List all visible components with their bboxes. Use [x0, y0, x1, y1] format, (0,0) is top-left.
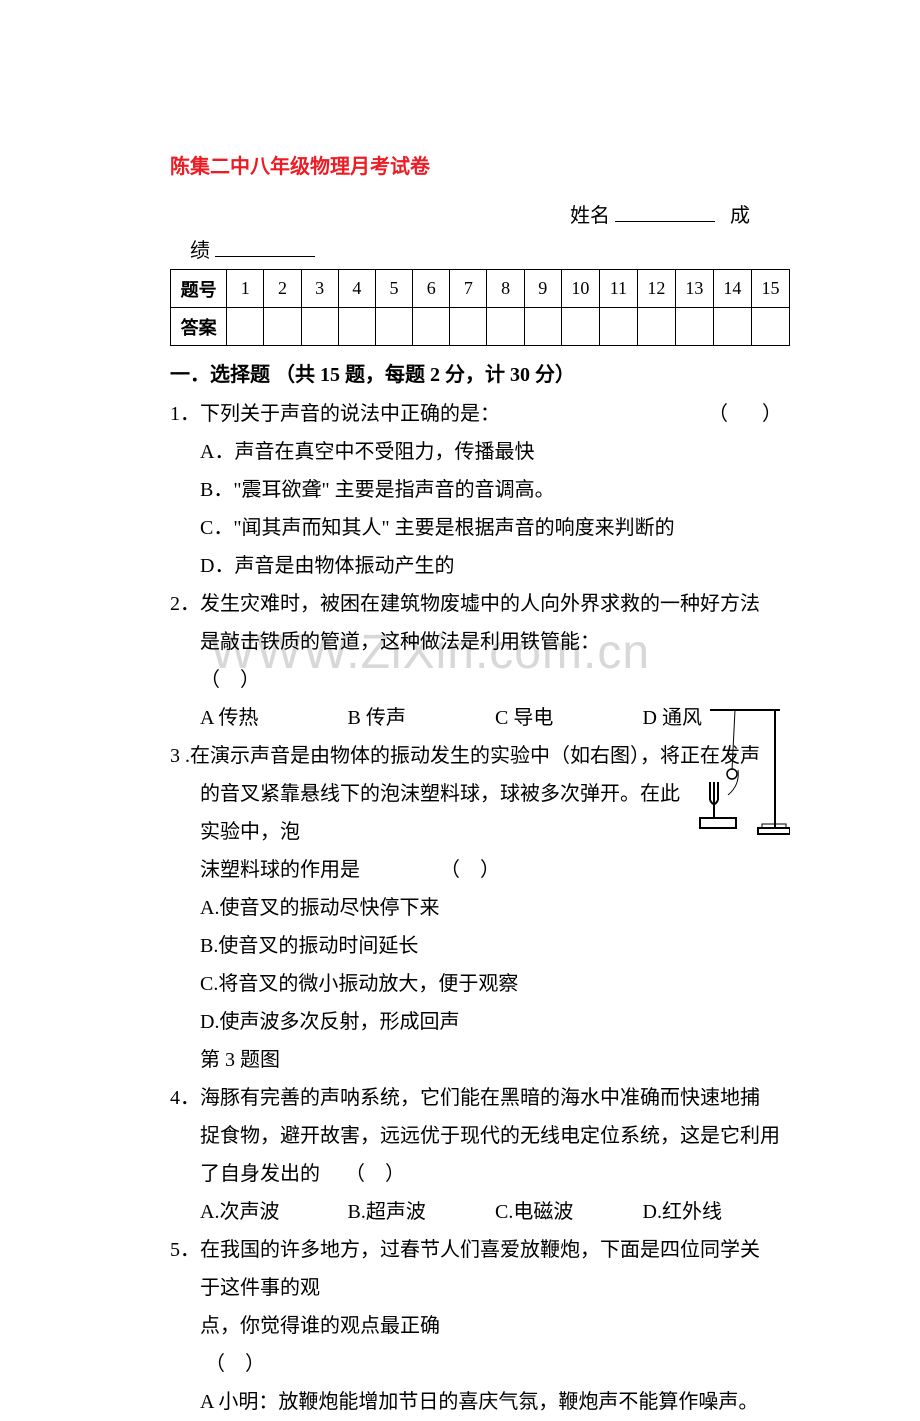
q1-paren[interactable]: （ ）: [708, 395, 790, 433]
exam-title: 陈集二中八年级物理月考试卷: [170, 150, 790, 179]
grid-col: 6: [413, 270, 450, 308]
q3-paren[interactable]: （ ）: [440, 859, 500, 881]
grid-col: 4: [338, 270, 375, 308]
answer-cell[interactable]: [599, 308, 637, 346]
q4-opt-b: B.超声波: [348, 1193, 496, 1231]
q4-stem3-line: 了自身发出的 （ ）: [170, 1155, 790, 1193]
grid-col: 9: [524, 270, 561, 308]
q4-opt-a: A.次声波: [200, 1193, 348, 1231]
grid-col: 15: [751, 270, 789, 308]
q4-opt-d: D.红外线: [643, 1193, 791, 1231]
score-label-2: 绩: [190, 240, 210, 262]
grid-col: 10: [561, 270, 599, 308]
grid-col: 11: [599, 270, 637, 308]
answer-cell[interactable]: [301, 308, 338, 346]
student-info-line2: 绩: [170, 234, 790, 263]
q3-opt-d: D.使声波多次反射，形成回声: [170, 1003, 790, 1041]
q1-opt-a: A．声音在真空中不受阻力，传播最快: [170, 433, 790, 471]
q5-stem1: 5．在我国的许多地方，过春节人们喜爱放鞭炮，下面是四位同学关: [170, 1231, 790, 1269]
q5-stem2: 于这件事的观: [170, 1269, 790, 1307]
grid-col: 8: [487, 270, 524, 308]
q4-opt-c: C.电磁波: [495, 1193, 643, 1231]
answer-cell[interactable]: [413, 308, 450, 346]
q5-paren[interactable]: （ ）: [170, 1345, 790, 1383]
score-label-1: 成: [730, 205, 750, 227]
grid-head-qnum: 题号: [171, 270, 227, 308]
answer-cell[interactable]: [751, 308, 789, 346]
answer-grid-table: 题号 1 2 3 4 5 6 7 8 9 10 11 12 13 14 15 答…: [170, 269, 790, 346]
q2-opt-a: A 传热: [200, 699, 348, 737]
table-row: 答案: [171, 308, 790, 346]
q4-stem3: 了自身发出的: [200, 1163, 320, 1185]
q3-stem3: 沫塑料球的作用是: [200, 859, 360, 881]
q2-opt-c: C 导电: [495, 699, 643, 737]
answer-cell[interactable]: [561, 308, 599, 346]
q4-stem2: 捉食物，避开故害，远远优于现代的无线电定位系统，这是它利用: [170, 1117, 790, 1155]
q5-opt-a: A 小明：放鞭炮能增加节日的喜庆气氛，鞭炮声不能算作噪声。: [170, 1383, 790, 1421]
q1-opt-d: D．声音是由物体振动产生的: [170, 547, 790, 585]
q4-stem1: 4．海豚有完善的声呐系统，它们能在黑暗的海水中准确而快速地捕: [170, 1079, 790, 1117]
q2-opt-b: B 传声: [348, 699, 496, 737]
grid-col: 12: [637, 270, 675, 308]
q2-stem1: 2．发生灾难时，被困在建筑物废墟中的人向外界求救的一种好方法: [170, 585, 790, 623]
grid-col: 1: [227, 270, 264, 308]
q2-stem2: 是敲击铁质的管道，这种做法是利用铁管能：: [170, 623, 790, 661]
score-blank[interactable]: [215, 239, 315, 257]
q3-opt-c: C.将音叉的微小振动放大，便于观察: [170, 965, 790, 1003]
q1-opt-b: B．"震耳欲聋" 主要是指声音的音调高。: [170, 471, 790, 509]
grid-head-answer: 答案: [171, 308, 227, 346]
grid-col: 7: [450, 270, 487, 308]
answer-cell[interactable]: [487, 308, 524, 346]
answer-cell[interactable]: [264, 308, 301, 346]
student-info-line1: 姓名 成: [170, 199, 790, 228]
q3-opt-a: A.使音叉的振动尽快停下来: [170, 889, 790, 927]
q3-opt-b: B.使音叉的振动时间延长: [170, 927, 790, 965]
answer-cell[interactable]: [375, 308, 412, 346]
name-label: 姓名: [570, 205, 610, 227]
grid-col: 2: [264, 270, 301, 308]
q2-paren[interactable]: （ ）: [170, 661, 790, 699]
answer-cell[interactable]: [450, 308, 487, 346]
answer-cell[interactable]: [675, 308, 713, 346]
answer-cell[interactable]: [713, 308, 751, 346]
q1-stem: 1．下列关于声音的说法中正确的是： （ ）: [170, 395, 790, 433]
section-1-heading: 一．选择题 （共 15 题，每题 2 分，计 30 分）: [170, 358, 790, 387]
table-row: 题号 1 2 3 4 5 6 7 8 9 10 11 12 13 14 15: [171, 270, 790, 308]
answer-cell[interactable]: [338, 308, 375, 346]
q1-text: 1．下列关于声音的说法中正确的是：: [170, 403, 500, 425]
q3-stem3-line: 沫塑料球的作用是 （ ）: [170, 851, 790, 889]
grid-col: 5: [375, 270, 412, 308]
grid-col: 13: [675, 270, 713, 308]
grid-col: 3: [301, 270, 338, 308]
name-blank[interactable]: [615, 204, 715, 222]
q5-stem3: 点，你觉得谁的观点最正确: [170, 1307, 790, 1345]
grid-col: 14: [713, 270, 751, 308]
answer-cell[interactable]: [637, 308, 675, 346]
tuning-fork-diagram-icon: [680, 700, 790, 840]
q4-options: A.次声波 B.超声波 C.电磁波 D.红外线: [170, 1193, 790, 1231]
q1-opt-c: C．"闻其声而知其人" 主要是根据声音的响度来判断的: [170, 509, 790, 547]
q3-figure: [680, 700, 790, 840]
q4-paren[interactable]: （ ）: [345, 1163, 405, 1185]
q3-caption: 第 3 题图: [170, 1041, 790, 1079]
answer-cell[interactable]: [227, 308, 264, 346]
answer-cell[interactable]: [524, 308, 561, 346]
